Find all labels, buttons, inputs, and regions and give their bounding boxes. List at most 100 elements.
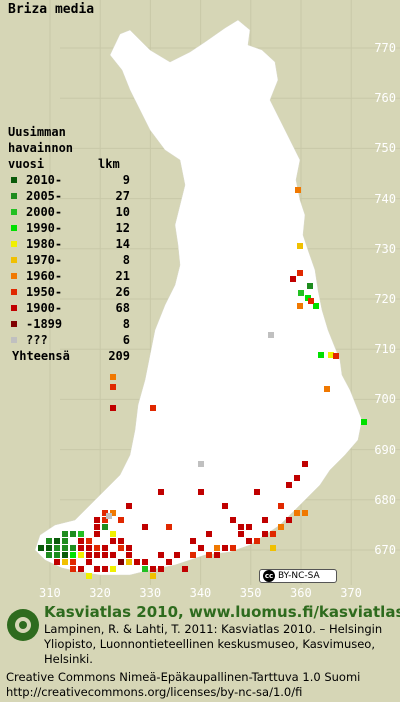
occurrence-dot — [222, 545, 228, 551]
occurrence-dot — [230, 517, 236, 523]
easting-label: 320 — [89, 586, 111, 600]
occurrence-dot — [134, 559, 140, 565]
legend-column-headers: vuosi lkm — [8, 156, 128, 172]
occurrence-dot — [70, 545, 76, 551]
occurrence-dot — [86, 545, 92, 551]
occurrence-dot — [62, 531, 68, 537]
occurrence-dot — [86, 559, 92, 565]
legend-year-label: 2005- — [26, 189, 63, 203]
occurrence-dot — [297, 303, 303, 309]
occurrence-dot — [238, 524, 244, 530]
legend-swatch — [11, 321, 17, 327]
legend-year-label: 1980- — [26, 237, 63, 251]
legend-swatch — [11, 177, 17, 183]
occurrence-dot — [110, 384, 116, 390]
northing-label: 730 — [374, 241, 396, 256]
legend-swatch — [11, 241, 17, 247]
legend-count: 68 — [115, 301, 130, 315]
occurrence-dot — [94, 517, 100, 523]
occurrence-dot — [70, 559, 76, 565]
occurrence-dot — [102, 566, 108, 572]
occurrence-dot — [70, 531, 76, 537]
occurrence-dot — [182, 566, 188, 572]
legend-heading-line-2: havainnon — [8, 141, 74, 155]
occurrence-dot — [110, 405, 116, 411]
occurrence-dot — [286, 517, 292, 523]
occurrence-dot — [158, 489, 164, 495]
easting-label: 370 — [340, 586, 362, 600]
occurrence-dot — [118, 545, 124, 551]
occurrence-dot — [268, 332, 274, 338]
finland-outline — [34, 19, 363, 576]
occurrence-dot — [62, 559, 68, 565]
occurrence-dot — [297, 243, 303, 249]
cc-icon: cc — [263, 570, 275, 582]
occurrence-dot — [126, 552, 132, 558]
easting-label: 340 — [189, 586, 212, 600]
northing-label: 740 — [374, 191, 396, 206]
legend-year-label: ??? — [26, 333, 48, 347]
northing-label: 670 — [374, 543, 396, 557]
occurrence-dot — [150, 566, 156, 572]
occurrence-dot — [78, 531, 84, 537]
occurrence-dot — [246, 538, 252, 544]
occurrence-dot — [333, 353, 339, 359]
occurrence-dot — [302, 461, 308, 467]
distribution-map: Briza media Uusimman havainnon vuosi lkm… — [8, 0, 400, 600]
legend-swatch — [11, 289, 17, 295]
occurrence-dot — [302, 510, 308, 516]
cc-license-badge[interactable]: cc BY-NC-SA — [259, 569, 337, 583]
occurrence-dot — [307, 283, 313, 289]
legend-row: 1980- 14 — [8, 236, 130, 252]
occurrence-dot — [318, 352, 324, 358]
occurrence-dot — [142, 559, 148, 565]
occurrence-dot — [308, 298, 314, 304]
legend-count: 8 — [122, 253, 130, 267]
occurrence-dot — [142, 566, 148, 572]
occurrence-dots — [38, 187, 367, 579]
occurrence-dot — [313, 303, 319, 309]
occurrence-dot — [118, 559, 124, 565]
occurrence-dot — [94, 524, 100, 530]
legend-count: 14 — [115, 237, 130, 251]
occurrence-dot — [102, 552, 108, 558]
legend-swatch — [11, 257, 17, 263]
legend-total-count: 209 — [108, 349, 130, 363]
occurrence-dot — [166, 559, 172, 565]
occurrence-dot — [324, 386, 330, 392]
legend-heading: Uusimman havainnon vuosi lkm — [8, 124, 130, 172]
occurrence-dot — [94, 531, 100, 537]
northing-label: 760 — [374, 91, 396, 106]
occurrence-dot — [70, 566, 76, 572]
easting-label: 360 — [290, 586, 312, 600]
occurrence-dot — [198, 489, 204, 495]
northing-label: 690 — [374, 442, 396, 457]
legend-swatch — [11, 193, 17, 199]
legend-swatch — [11, 225, 17, 231]
legend-count: 21 — [115, 269, 130, 283]
occurrence-dot — [78, 545, 84, 551]
occurrence-dot — [294, 510, 300, 516]
legend-row: 1970- 8 — [8, 252, 130, 268]
occurrence-dot — [78, 552, 84, 558]
occurrence-dot — [94, 566, 100, 572]
occurrence-dot — [86, 552, 92, 558]
occurrence-dot — [206, 531, 212, 537]
legend-row: 2005- 27 — [8, 188, 130, 204]
occurrence-dot — [46, 538, 52, 544]
legend-row: 2010- 9 — [8, 172, 130, 188]
legend-count: 12 — [115, 221, 130, 235]
kasviatlas-logo-icon — [7, 609, 39, 641]
occurrence-dot — [254, 489, 260, 495]
occurrence-dot — [110, 510, 116, 516]
easting-label: 310 — [39, 586, 61, 600]
legend-row: 2000- 10 — [8, 204, 130, 220]
legend-row: ??? 6 — [8, 332, 130, 348]
northing-label: 680 — [374, 492, 396, 507]
occurrence-dot — [110, 531, 116, 537]
northing-label: 710 — [374, 342, 396, 357]
footer-citation: Lampinen, R. & Lahti, T. 2011: Kasviatla… — [44, 622, 383, 666]
occurrence-dot — [78, 538, 84, 544]
occurrence-dot — [262, 517, 268, 523]
occurrence-dot — [328, 352, 334, 358]
